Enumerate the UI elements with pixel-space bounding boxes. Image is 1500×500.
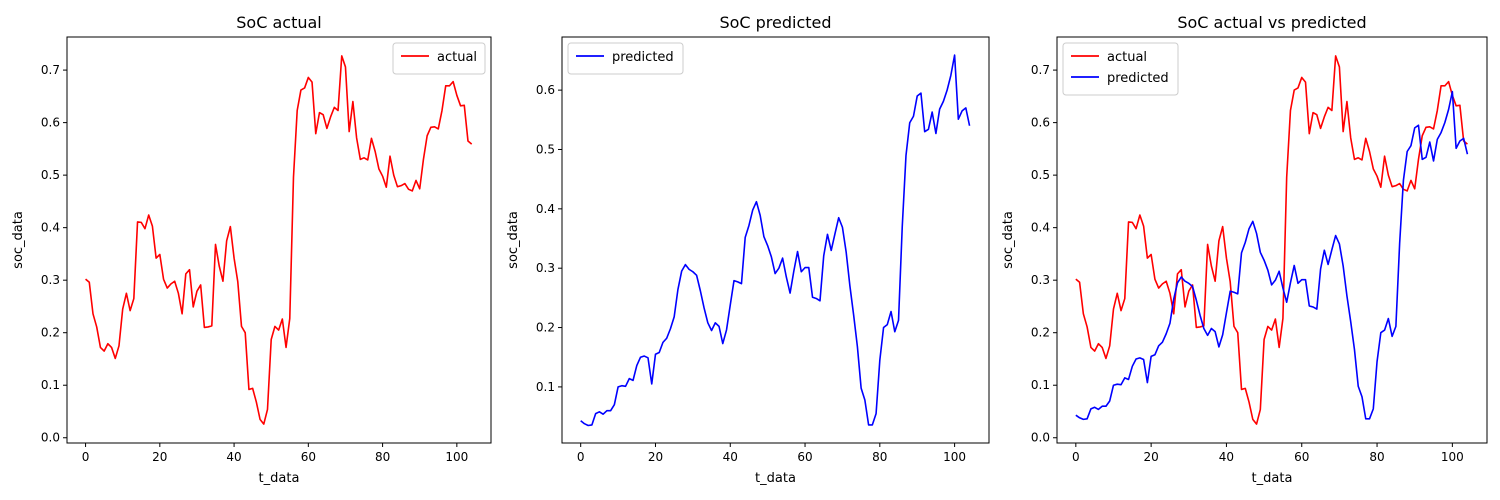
legend: actual (392, 42, 486, 75)
x-tick-label: 80 (375, 450, 390, 464)
y-tick-label: 0.6 (1031, 116, 1050, 130)
y-tick-label: 0.6 (41, 116, 60, 130)
series-line-predicted (1075, 90, 1469, 421)
legend-box (567, 42, 684, 75)
x-tick-label: 60 (301, 450, 316, 464)
legend-label-actual: actual (437, 50, 477, 65)
y-tick-label: 0.0 (1031, 431, 1050, 445)
y-tick-label: 0.5 (41, 168, 60, 182)
x-tick-label: 20 (648, 450, 663, 464)
y-tick-label: 0.2 (41, 326, 60, 340)
y-axis-label: soc_data (11, 211, 26, 269)
chart-panel-2: SoC predicted 0 20 40 60 80 100 0.1 0.2 0.3 0.4 0.5… (506, 13, 990, 486)
y-tick-label: 0.0 (41, 431, 60, 445)
legend-label-actual: actual (1107, 50, 1147, 65)
chart-title: SoC actual vs predicted (1177, 13, 1366, 32)
y-tick-label: 0.7 (1031, 63, 1050, 77)
y-tick-label: 0.3 (41, 273, 60, 287)
series-line-actual (1075, 55, 1468, 425)
y-tick-label: 0.5 (536, 142, 555, 156)
x-tick-label: 60 (797, 450, 812, 464)
y-tick-label: 0.2 (1031, 326, 1050, 340)
y-axis-label: soc_data (1001, 211, 1016, 269)
axes-frame (1056, 36, 1488, 444)
y-tick-label: 0.1 (41, 378, 60, 392)
x-tick-label: 20 (1143, 450, 1158, 464)
y-tick-label: 0.1 (1031, 378, 1050, 392)
chart-title: SoC predicted (719, 13, 831, 32)
y-tick-label: 0.1 (536, 380, 555, 394)
x-axis-label: t_data (755, 471, 796, 486)
legend: predicted (567, 42, 684, 75)
x-tick-label: 20 (152, 450, 167, 464)
axes-frame (66, 36, 492, 444)
x-tick-label: 0 (577, 450, 585, 464)
x-axis-label: t_data (1252, 471, 1293, 486)
y-tick-label: 0.2 (536, 321, 555, 335)
y-tick-label: 0.6 (536, 83, 555, 97)
x-tick-label: 40 (723, 450, 738, 464)
x-tick-label: 100 (943, 450, 966, 464)
x-tick-label: 0 (1072, 450, 1080, 464)
x-tick-label: 40 (226, 450, 241, 464)
chart-panel-3: SoC actual vs predicted 0 20 40 60 80 100 0.0 0.… (1001, 13, 1488, 486)
x-tick-label: 100 (1441, 450, 1464, 464)
chart-panel-1: SoC actual 0 20 40 60 80 100 0.0 0.1 0.2 0.3 0.4 0.5… (11, 13, 492, 486)
series-line-predicted (580, 54, 971, 427)
y-tick-label: 0.4 (41, 221, 60, 235)
legend-label-predicted: predicted (612, 50, 674, 65)
x-tick-label: 100 (445, 450, 468, 464)
legend: actual predicted (1062, 42, 1179, 96)
x-tick-label: 80 (872, 450, 887, 464)
y-tick-label: 0.4 (536, 202, 555, 216)
axes-frame (561, 36, 990, 444)
y-axis-label: soc_data (506, 211, 521, 269)
x-tick-label: 0 (82, 450, 90, 464)
x-tick-label: 60 (1294, 450, 1309, 464)
y-tick-label: 0.3 (1031, 273, 1050, 287)
x-axis-label: t_data (259, 471, 300, 486)
chart-title: SoC actual (236, 13, 321, 32)
series-line-actual (85, 55, 473, 425)
y-tick-label: 0.7 (41, 63, 60, 77)
y-tick-label: 0.3 (536, 261, 555, 275)
x-tick-label: 80 (1369, 450, 1384, 464)
x-tick-label: 40 (1219, 450, 1234, 464)
y-tick-label: 0.5 (1031, 168, 1050, 182)
y-tick-label: 0.4 (1031, 221, 1050, 235)
legend-label-predicted: predicted (1107, 71, 1169, 86)
legend-box (392, 42, 486, 75)
